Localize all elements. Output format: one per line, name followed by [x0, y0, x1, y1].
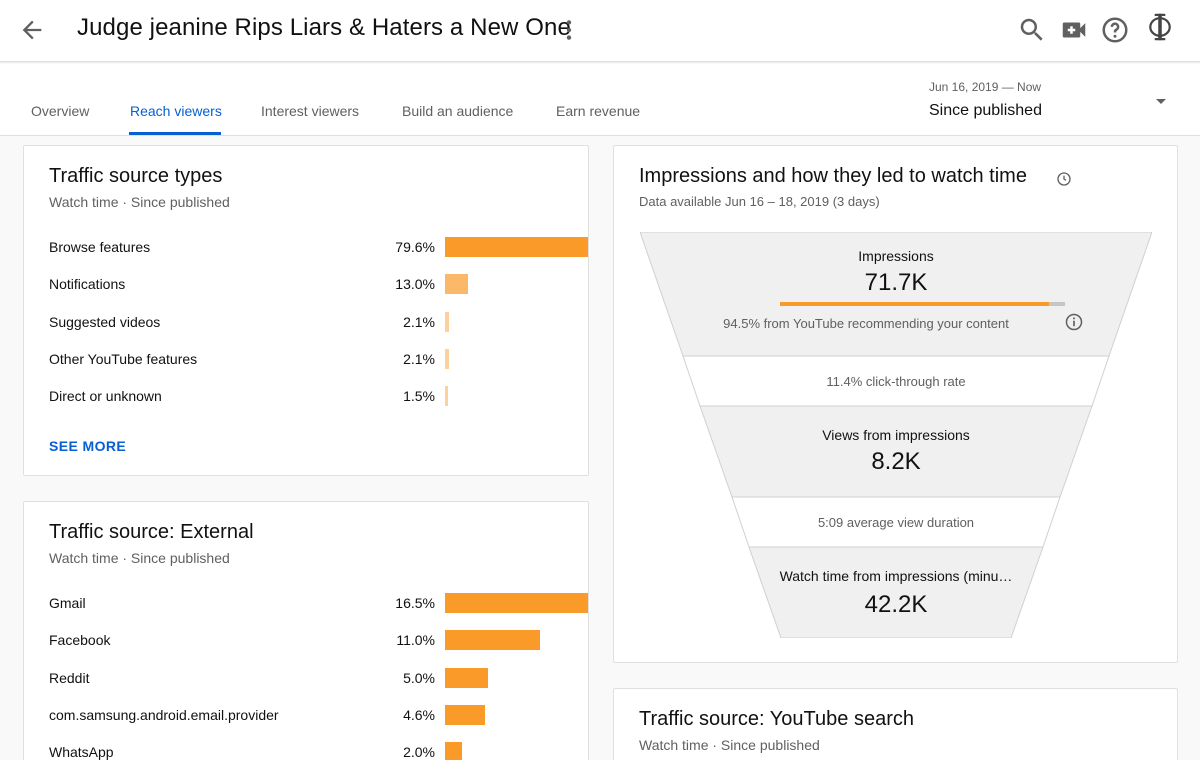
row-percentage: 2.1% [403, 350, 435, 367]
row-percentage: 13.0% [395, 276, 435, 293]
tab-interest-viewers[interactable]: Interest viewers [261, 103, 360, 119]
row-percentage: 11.0% [396, 632, 435, 649]
traffic-source-search-card: Traffic source: YouTube search Watch tim… [613, 688, 1178, 760]
tab-earn-revenue[interactable]: Earn revenue [556, 103, 641, 119]
funnel-shape [640, 232, 1152, 638]
row-label: Direct or unknown [49, 388, 162, 405]
card-title: Traffic source: YouTube search [639, 708, 914, 730]
card-subtitle: Watch time · Since published [49, 550, 230, 566]
row-bar [445, 348, 449, 369]
date-range[interactable]: Jun 16, 2019 — Now [929, 80, 1042, 94]
card-subtitle: Data available Jun 16 – 18, 2019 (3 days… [639, 194, 880, 209]
watch-time-label: Watch time from impressions (minu… [779, 568, 1013, 584]
search-icon[interactable] [1017, 15, 1047, 45]
impressions-funnel-card: Impressions and how they led to watch ti… [613, 145, 1178, 663]
row-bar [445, 704, 485, 725]
list-item[interactable]: Notifications 13.0% [49, 274, 569, 296]
row-bar-track [445, 348, 588, 369]
recommendation-bar-fill [780, 302, 1050, 306]
row-label: Other YouTube features [49, 350, 198, 367]
row-bar-track [445, 274, 588, 295]
list-item[interactable]: Other YouTube features 2.1% [49, 348, 569, 371]
traffic-source-types-card: Traffic source types Watch time · Since … [23, 145, 589, 476]
see-more-link[interactable]: SEE MORE [49, 438, 127, 454]
list-item[interactable]: Suggested videos 2.1% [49, 311, 569, 334]
views-label: Views from impressions [822, 427, 970, 443]
list-item[interactable]: com.samsung.android.email.provider 4.6% [49, 704, 569, 727]
recommendation-bar [780, 302, 1065, 306]
date-period-label[interactable]: Since published [929, 102, 1042, 119]
row-label: Suggested videos [49, 313, 161, 330]
row-bar [445, 311, 449, 332]
top-app-bar: Judge jeanine Rips Liars & Haters a New … [0, 0, 1200, 62]
ctr-note: 11.4% click-through rate [826, 374, 966, 389]
impressions-value: 71.7K [864, 269, 928, 296]
row-bar-track [445, 630, 588, 651]
row-bar-track [445, 742, 588, 760]
row-percentage: 5.0% [403, 669, 435, 686]
row-label: Notifications [49, 276, 126, 293]
back-arrow-icon[interactable] [18, 16, 46, 44]
list-item[interactable]: Direct or unknown 1.5% [49, 386, 569, 408]
row-bar [445, 667, 489, 688]
row-percentage: 79.6% [395, 239, 435, 255]
card-title: Impressions and how they led to watch ti… [639, 165, 1027, 187]
traffic-source-external-card: Traffic source: External Watch time · Si… [23, 501, 589, 760]
row-bar-track [445, 237, 588, 257]
channel-logo[interactable] [1145, 12, 1179, 46]
list-item[interactable]: Browse features 79.6% [49, 237, 588, 259]
row-bar [445, 237, 588, 257]
more-vert-icon[interactable] [556, 16, 582, 44]
list-item[interactable]: Reddit 5.0% [49, 667, 569, 690]
recommendation-note: 94.5% from YouTube recommending your con… [723, 316, 1009, 331]
row-percentage: 16.5% [395, 595, 435, 611]
row-bar [445, 593, 588, 613]
watch-time-value: 42.2K [864, 591, 928, 618]
card-subtitle: Watch time · Since published [639, 737, 820, 753]
card-title: Traffic source types [49, 165, 223, 187]
row-bar [445, 386, 448, 407]
list-item[interactable]: Facebook 11.0% [49, 630, 569, 652]
avd-note: 5:09 average view duration [817, 515, 975, 530]
impressions-funnel: Impressions 71.7K 94.5% from YouTube rec… [640, 232, 1152, 638]
row-bar-track [445, 593, 588, 613]
list-item[interactable]: WhatsApp 2.0% [49, 742, 569, 760]
list-item[interactable]: Gmail 16.5% [49, 593, 588, 615]
row-percentage: 1.5% [403, 388, 435, 405]
row-percentage: 2.1% [403, 313, 435, 330]
row-bar-track [445, 667, 588, 688]
tab-reach-viewers[interactable]: Reach viewers [130, 103, 222, 119]
impressions-label: Impressions [858, 248, 934, 264]
row-bar [445, 742, 463, 760]
page-title: Judge jeanine Rips Liars & Haters a New … [77, 14, 571, 41]
row-label: Browse features [49, 239, 151, 255]
row-bar-track [445, 704, 588, 725]
row-label: com.samsung.android.email.provider [49, 706, 279, 723]
info-icon[interactable] [1064, 312, 1084, 332]
card-title: Traffic source: External [49, 521, 254, 543]
row-label: WhatsApp [49, 744, 114, 760]
card-subtitle: Watch time · Since published [49, 194, 230, 210]
row-bar [445, 630, 541, 651]
views-value: 8.2K [871, 448, 921, 475]
create-video-icon[interactable] [1059, 15, 1089, 45]
tab-overview[interactable]: Overview [31, 103, 90, 119]
row-percentage: 4.6% [403, 706, 435, 723]
dropdown-caret-icon[interactable] [1153, 93, 1169, 109]
row-percentage: 2.0% [403, 744, 435, 760]
tabs-bar: Overview Reach viewers Interest viewers … [0, 63, 1200, 136]
row-bar-track [445, 311, 588, 332]
help-icon[interactable] [1100, 15, 1130, 45]
active-tab-indicator [129, 132, 221, 135]
row-bar-track [445, 386, 588, 407]
row-label: Facebook [49, 632, 111, 649]
row-bar [445, 274, 469, 295]
row-label: Reddit [49, 669, 90, 686]
tab-build-an-audience[interactable]: Build an audience [402, 103, 514, 119]
clock-icon[interactable] [1056, 171, 1072, 187]
row-label: Gmail [49, 595, 86, 611]
